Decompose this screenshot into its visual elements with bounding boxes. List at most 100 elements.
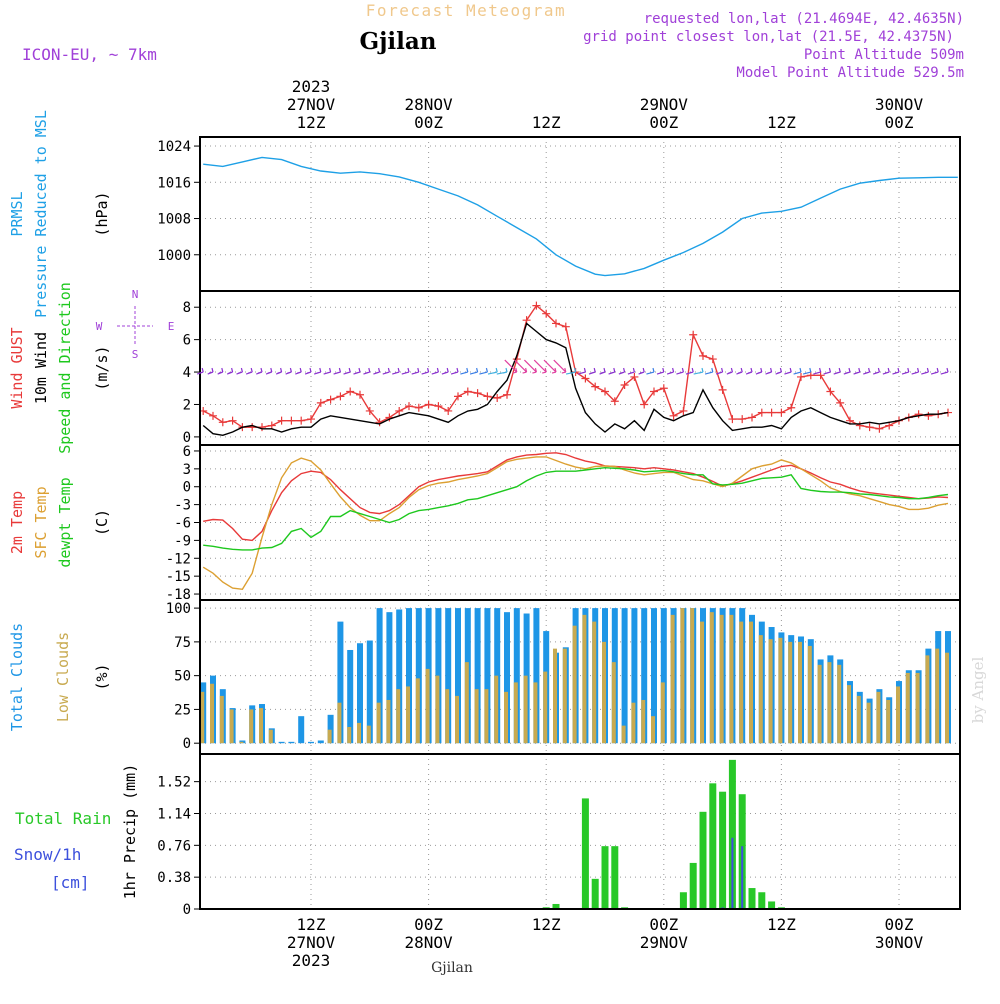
- panel-legend-label: Pressure Reduced to MSL: [32, 110, 50, 318]
- compass-label: S: [132, 348, 139, 361]
- gust-point: [434, 402, 443, 411]
- total-cloud-bar: [533, 608, 540, 744]
- low-cloud-bar: [268, 729, 273, 744]
- gust-point: [865, 423, 874, 432]
- bottom-tick-label: 27NOV: [287, 933, 336, 952]
- y-tick-label: -15: [166, 569, 191, 585]
- panel-legend-label: 2m Temp: [8, 491, 26, 554]
- y-tick-label: 1016: [157, 175, 191, 191]
- wind-arrow: [487, 367, 498, 375]
- header: Forecast Meteogram Gjilan ICON-EU, ~ 7km…: [22, 1, 987, 976]
- total-cloud-bar: [357, 643, 363, 744]
- y-tick-label: 0.76: [157, 838, 191, 854]
- rain-bar: [709, 783, 717, 909]
- total-cloud-bar: [327, 714, 334, 744]
- rain-bar: [768, 901, 776, 909]
- wind-arrow: [618, 367, 626, 375]
- gust-point: [414, 403, 423, 412]
- panel-legend-label: 10m Wind: [32, 332, 50, 404]
- low-cloud-bar: [935, 648, 940, 744]
- low-cloud-bar: [592, 621, 597, 744]
- low-cloud-bar: [259, 708, 263, 744]
- low-cloud-bar: [572, 625, 577, 744]
- gust-point: [728, 415, 737, 424]
- wind-arrow: [921, 367, 929, 375]
- gust-point: [650, 387, 658, 396]
- watermark: by Angel: [969, 656, 987, 723]
- y-tick-label: 1024: [157, 139, 191, 155]
- y-tick-label: 1008: [157, 212, 191, 228]
- top-tick-label: 29NOV: [640, 95, 689, 114]
- wind-arrow: [843, 367, 851, 375]
- total-cloud-bar: [474, 608, 481, 744]
- y-tick-label: 1000: [157, 248, 191, 264]
- top-tick-label: 30NOV: [875, 95, 924, 114]
- top-tick-label: 00Z: [885, 113, 914, 132]
- series-line-sfc-temp: [202, 456, 949, 591]
- gust-point: [454, 392, 462, 401]
- low-cloud-bar: [562, 648, 567, 744]
- series-line-2m-temp: [203, 452, 949, 542]
- total-cloud-bar: [445, 608, 452, 744]
- gust-point: [493, 393, 502, 402]
- wind-arrow: [421, 367, 430, 375]
- gust-point: [444, 406, 453, 415]
- wind-arrow: [245, 367, 253, 375]
- total-cloud-bar: [415, 608, 422, 744]
- panel-temperature: -18 -15 -12 -9-6 -3 0 3 6 (C) 2m Temp SFC Temp dewp…: [8, 444, 961, 603]
- wind-arrow: [343, 367, 351, 375]
- y-tick-label: 8: [183, 300, 191, 316]
- wind-arrow: [236, 367, 243, 375]
- bottom-tick-label: 00Z: [885, 915, 914, 934]
- low-cloud-bar: [582, 614, 587, 744]
- compass-label: E: [168, 320, 175, 333]
- wind-arrow: [784, 367, 792, 375]
- low-cloud-bar: [543, 671, 548, 744]
- low-cloud-bar: [513, 682, 518, 744]
- total-cloud-bar: [288, 741, 295, 744]
- low-cloud-bar: [327, 729, 332, 744]
- total-cloud-bar: [386, 612, 393, 744]
- wind-arrow: [226, 367, 234, 375]
- y-tick-label: -18: [166, 587, 191, 603]
- wind-arrow: [460, 367, 469, 375]
- wind-arrow: [736, 367, 743, 375]
- panel-pressure: 1000 1008 1016 1024 (hPa) PRMSL Pressure Reduc…: [8, 110, 961, 318]
- wind-arrow: [853, 367, 861, 375]
- wind-arrow: [646, 367, 655, 375]
- wind-arrow: [373, 367, 381, 375]
- gust-point: [483, 392, 492, 401]
- low-cloud-bar: [396, 689, 401, 744]
- wind-arrow: [599, 367, 606, 375]
- wind-arrow: [588, 367, 596, 375]
- low-cloud-bar: [945, 652, 949, 744]
- low-cloud-bar: [925, 655, 930, 744]
- wind-arrow: [656, 367, 665, 375]
- wind-arrow: [514, 359, 528, 374]
- gust-point: [669, 411, 678, 420]
- gust-point: [659, 384, 668, 393]
- rain-bar: [679, 892, 687, 909]
- info-line-model-altitude: Model Point Altitude 529.5m: [736, 65, 964, 81]
- low-cloud-bar: [229, 709, 234, 744]
- gust-point: [591, 382, 600, 391]
- y-tick-label: 1.14: [157, 806, 191, 822]
- wind-arrow: [196, 367, 204, 375]
- wind-arrow: [504, 359, 518, 374]
- wind-arrow: [813, 367, 822, 375]
- wind-arrow: [207, 367, 214, 375]
- footer-location: Gjilan: [431, 960, 473, 976]
- wind-arrow: [401, 367, 410, 375]
- wind-arrow: [693, 367, 704, 375]
- gust-point: [708, 355, 717, 364]
- gust-point: [356, 390, 364, 399]
- gust-point: [561, 322, 570, 331]
- wind-arrow: [911, 367, 920, 375]
- gust-point: [914, 410, 923, 419]
- low-cloud-bar: [847, 685, 851, 744]
- low-cloud-bar: [621, 725, 626, 744]
- gust-point: [738, 415, 747, 424]
- low-cloud-bar: [798, 641, 802, 744]
- gust-point: [855, 421, 864, 430]
